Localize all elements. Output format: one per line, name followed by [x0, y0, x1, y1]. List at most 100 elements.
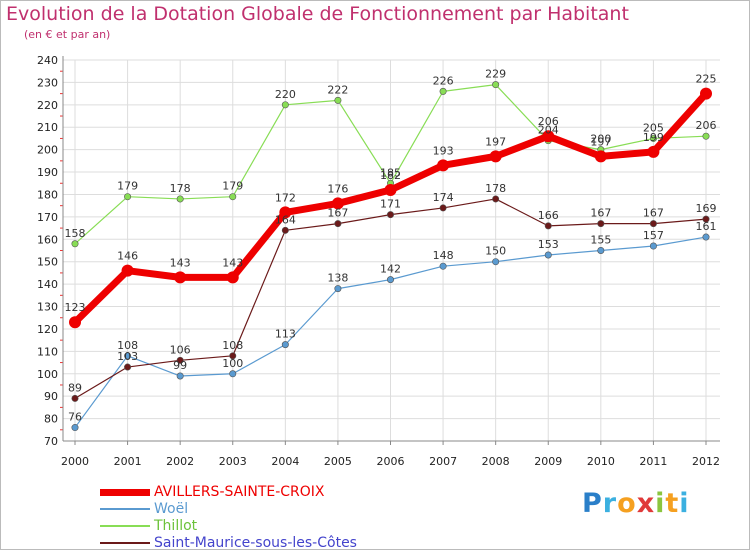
- logo-letter: o: [617, 488, 637, 519]
- plot-area: [63, 60, 720, 441]
- data-label-avillers-sainte-croix: 143: [170, 256, 191, 269]
- data-label-woel: 113: [275, 328, 296, 341]
- data-label-woel: 108: [117, 339, 138, 352]
- data-label-saint-maurice-sous-les-cotes: 169: [696, 202, 717, 215]
- data-point-avillers-sainte-croix: [69, 316, 81, 329]
- data-point-thillot: [439, 87, 447, 95]
- data-label-avillers-sainte-croix: 193: [433, 144, 454, 157]
- data-label-avillers-sainte-croix: 123: [65, 301, 86, 314]
- data-label-woel: 100: [222, 357, 243, 370]
- grid: [63, 59, 720, 442]
- data-point-avillers-sainte-croix: [594, 150, 607, 163]
- data-point-woel: [176, 372, 184, 380]
- data-point-woel: [71, 424, 79, 432]
- data-label-saint-maurice-sous-les-cotes: 174: [433, 191, 454, 204]
- data-label-saint-maurice-sous-les-cotes: 166: [538, 209, 559, 222]
- legend-swatch-avillers: [100, 489, 150, 496]
- data-label-thillot: 178: [170, 182, 191, 195]
- y-tick-label: 100: [37, 368, 58, 381]
- x-tick-label: 2009: [534, 455, 562, 468]
- data-point-avillers-sainte-croix: [331, 197, 344, 210]
- data-label-saint-maurice-sous-les-cotes: 89: [68, 381, 82, 394]
- data-label-avillers-sainte-croix: 172: [275, 191, 296, 204]
- data-label-saint-maurice-sous-les-cotes: 178: [485, 182, 506, 195]
- logo-letter: x: [636, 488, 656, 519]
- data-label-thillot: 204: [538, 124, 559, 137]
- data-point-saint-maurice-sous-les-cotes: [702, 215, 710, 223]
- data-label-woel: 99: [173, 359, 187, 372]
- x-tick-label: 2003: [219, 455, 247, 468]
- y-tick-label: 160: [37, 233, 58, 246]
- data-point-avillers-sainte-croix: [647, 145, 660, 158]
- data-label-avillers-sainte-croix: 199: [643, 131, 664, 144]
- data-point-avillers-sainte-croix: [174, 271, 187, 284]
- data-point-saint-maurice-sous-les-cotes: [229, 352, 237, 360]
- data-label-thillot: 158: [65, 227, 86, 240]
- data-point-thillot: [649, 134, 657, 142]
- data-point-avillers-sainte-croix: [437, 159, 450, 172]
- y-tick-label: 70: [44, 435, 58, 448]
- y-tick-label: 240: [37, 54, 58, 67]
- legend-swatch-saint-maurice: [100, 542, 150, 544]
- x-tick-label: 2000: [61, 455, 89, 468]
- data-label-thillot: 229: [485, 68, 506, 81]
- logo-letter: P: [582, 488, 603, 519]
- data-labels: 76 108 99 100 113 138 142 148 150 153 155 157 161 89 1…: [65, 68, 717, 424]
- data-label-avillers-sainte-croix: 146: [117, 250, 138, 263]
- data-label-thillot: 206: [696, 119, 717, 132]
- data-point-woel: [281, 341, 289, 349]
- data-point-woel: [492, 258, 500, 266]
- logo-letter: i: [655, 488, 666, 519]
- data-label-woel: 148: [433, 249, 454, 262]
- y-tick-label: 190: [37, 166, 58, 179]
- data-point-woel: [439, 262, 447, 270]
- y-tick-label: 220: [37, 99, 58, 112]
- data-point-saint-maurice-sous-les-cotes: [544, 222, 552, 230]
- data-point-avillers-sainte-croix: [384, 183, 397, 196]
- y-tick-label: 120: [37, 323, 58, 336]
- data-label-avillers-sainte-croix: 143: [222, 256, 243, 269]
- proxiti-logo: Proxiti: [582, 488, 690, 519]
- data-label-avillers-sainte-croix: 225: [696, 73, 717, 86]
- y-tick-label: 80: [44, 413, 58, 426]
- legend-swatch-thillot: [100, 525, 150, 527]
- data-point-avillers-sainte-croix: [279, 206, 292, 219]
- x-tick-label: 2007: [429, 455, 457, 468]
- x-tick-label: 2001: [114, 455, 142, 468]
- data-point-woel: [597, 247, 605, 255]
- data-label-avillers-sainte-croix: 182: [380, 169, 401, 182]
- data-label-thillot: 205: [643, 121, 664, 134]
- data-label-avillers-sainte-croix: 176: [327, 182, 348, 195]
- data-label-woel: 155: [590, 234, 611, 247]
- data-label-saint-maurice-sous-les-cotes: 167: [590, 207, 611, 220]
- data-label-woel: 157: [643, 229, 664, 242]
- x-tick-label: 2004: [271, 455, 299, 468]
- y-tick-label: 170: [37, 211, 58, 224]
- x-tick-label: 2002: [166, 455, 194, 468]
- y-tick-label: 140: [37, 278, 58, 291]
- data-point-avillers-sainte-croix: [542, 130, 555, 143]
- data-label-saint-maurice-sous-les-cotes: 106: [170, 343, 191, 356]
- y-tick-label: 210: [37, 121, 58, 134]
- y-tick-label: 200: [37, 144, 58, 157]
- data-point-avillers-sainte-croix: [226, 271, 239, 284]
- y-tick-label: 180: [37, 188, 58, 201]
- data-label-woel: 150: [485, 245, 506, 258]
- data-label-saint-maurice-sous-les-cotes: 167: [643, 207, 664, 220]
- series: [69, 81, 712, 432]
- data-label-woel: 76: [68, 411, 82, 424]
- x-tick-label: 2012: [692, 455, 720, 468]
- data-point-saint-maurice-sous-les-cotes: [649, 220, 657, 228]
- data-point-thillot: [71, 240, 79, 248]
- data-point-saint-maurice-sous-les-cotes: [281, 226, 289, 234]
- data-label-thillot: 222: [327, 83, 348, 96]
- data-label-thillot: 185: [380, 166, 401, 179]
- y-tick-label: 90: [44, 390, 58, 403]
- data-label-saint-maurice-sous-les-cotes: 103: [117, 350, 138, 363]
- data-label-avillers-sainte-croix: 206: [538, 115, 559, 128]
- data-label-saint-maurice-sous-les-cotes: 171: [380, 198, 401, 211]
- data-point-saint-maurice-sous-les-cotes: [386, 211, 394, 219]
- data-point-woel: [386, 276, 394, 284]
- x-tick-label: 2005: [324, 455, 352, 468]
- x-tick-label: 2008: [482, 455, 510, 468]
